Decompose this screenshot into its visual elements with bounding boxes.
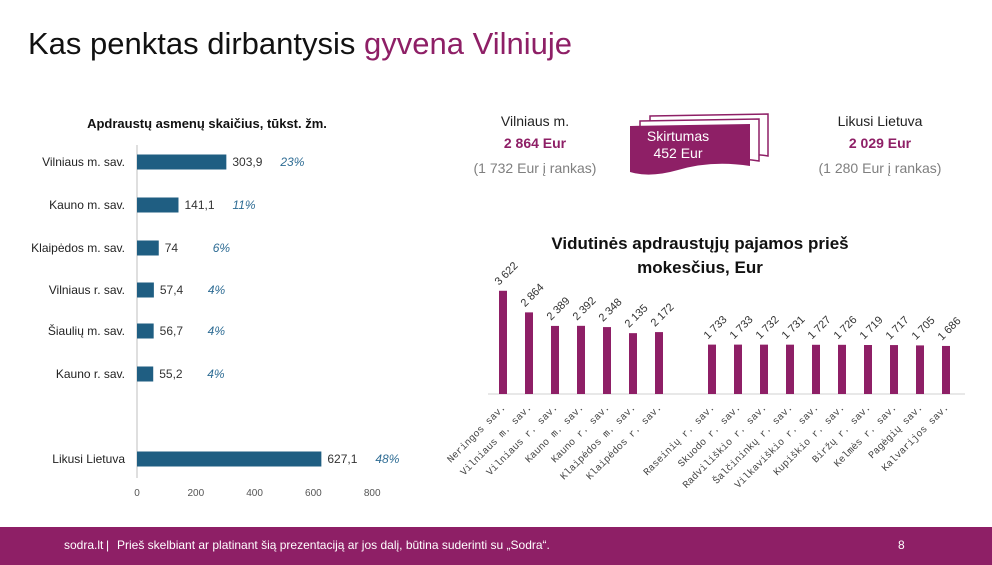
vilnius-summary: Vilniaus m. 2 864 Eur (1 732 Eur į ranka… — [445, 113, 625, 176]
left-chart-percent-label: 6% — [213, 241, 231, 255]
right-chart-bar — [942, 345, 950, 394]
right-chart-bar — [655, 332, 663, 394]
left-chart-category-label: Šiaulių m. sav. — [48, 323, 125, 338]
right-chart-bar — [577, 325, 585, 394]
left-chart-bar — [137, 366, 154, 382]
right-chart-bar — [916, 345, 924, 394]
rest-amount: 2 029 Eur — [848, 135, 912, 151]
right-chart-bar — [890, 345, 898, 394]
left-chart-category-label: Vilniaus m. sav. — [42, 155, 125, 169]
left-chart-tick-label: 800 — [364, 488, 381, 499]
right-chart-value-label: 1 717 — [884, 314, 912, 342]
right-chart-value-label: 2 864 — [519, 282, 547, 310]
right-chart-title-line2: mokesčius, Eur — [637, 258, 763, 277]
left-chart-category-label: Vilniaus r. sav. — [49, 283, 125, 297]
right-chart-bar — [864, 345, 872, 394]
right-chart-bar — [734, 344, 742, 394]
left-chart-bar — [137, 154, 227, 170]
footer-bar: sodra.lt | Prieš skelbiant ar platinant … — [0, 527, 992, 565]
left-chart-percent-label: 48% — [375, 452, 399, 466]
left-chart-title: Apdraustų asmenų skaičius, tūkst. žm. — [87, 116, 327, 131]
right-chart-value-label: 1 733 — [728, 314, 756, 342]
right-chart-value-label: 1 733 — [702, 314, 730, 342]
right-chart-value-label: 1 719 — [858, 314, 886, 342]
page-number: 8 — [898, 538, 905, 552]
left-chart-category-label: Kauno m. sav. — [49, 198, 125, 212]
left-chart-bar — [137, 451, 322, 467]
footer-brand[interactable]: sodra.lt — [64, 538, 104, 552]
right-chart-value-label: 2 348 — [597, 296, 625, 324]
difference-amount: 452 Eur — [653, 145, 702, 161]
right-chart-bar — [603, 327, 611, 394]
slide-title-accent: gyvena Vilniuje — [364, 26, 572, 61]
right-chart-bar — [812, 344, 820, 394]
rest-summary: Likusi Lietuva 2 029 Eur (1 280 Eur į ra… — [790, 113, 970, 176]
left-chart-value-label: 303,9 — [232, 155, 262, 169]
left-chart-bar — [137, 282, 154, 298]
rest-note: (1 280 Eur į rankas) — [818, 160, 942, 176]
right-chart-value-label: 2 135 — [623, 302, 651, 330]
left-chart-value-label: 57,4 — [160, 283, 184, 297]
right-chart-value-label: 2 172 — [649, 301, 677, 329]
right-chart-bar — [786, 344, 794, 394]
right-chart-bar — [499, 290, 507, 394]
average-income-chart: Vidutinės apdraustųjų pajamos prieš mokes… — [445, 234, 965, 491]
left-chart-value-label: 55,2 — [159, 367, 183, 381]
left-chart-percent-label: 23% — [279, 155, 304, 169]
right-chart-bar — [838, 344, 846, 394]
left-chart-value-label: 74 — [165, 241, 179, 255]
left-chart-tick-label: 200 — [187, 488, 204, 499]
right-chart-value-label: 1 732 — [754, 314, 782, 342]
right-chart-title-line1: Vidutinės apdraustųjų pajamos prieš — [551, 234, 848, 253]
vilnius-label: Vilniaus m. — [500, 113, 570, 129]
right-chart-value-label: 1 726 — [832, 314, 860, 342]
left-chart-percent-label: 11% — [232, 198, 255, 212]
footer-disclaimer: Prieš skelbiant ar platinant šią prezent… — [117, 538, 550, 552]
right-chart-value-label: 2 389 — [545, 295, 573, 323]
slide-title-main: Kas penktas dirbantysis — [28, 26, 356, 61]
vilnius-note: (1 732 Eur į rankas) — [473, 160, 597, 176]
difference-label: Skirtumas — [647, 128, 709, 144]
footer-separator: | — [106, 538, 110, 552]
right-chart-bar — [551, 325, 559, 394]
left-chart-tick-label: 0 — [134, 488, 140, 499]
right-chart-bar — [708, 344, 716, 394]
left-chart-tick-label: 600 — [305, 488, 322, 499]
left-chart-category-label: Likusi Lietuva — [52, 452, 125, 466]
vilnius-amount: 2 864 Eur — [503, 135, 567, 151]
left-chart-category-label: Klaipėdos m. sav. — [31, 241, 125, 255]
right-chart-bar — [629, 333, 637, 394]
left-chart-value-label: 627,1 — [327, 452, 357, 466]
left-chart-value-label: 141,1 — [184, 198, 214, 212]
right-chart-value-label: 1 705 — [910, 315, 938, 343]
left-chart-bar — [137, 197, 179, 213]
right-chart-bar — [525, 312, 533, 394]
right-chart-value-label: 2 392 — [571, 295, 599, 323]
slide-title: Kas penktas dirbantysis gyvena Vilniuje — [28, 26, 572, 62]
right-chart-value-label: 1 727 — [806, 314, 834, 342]
left-chart-tick-label: 400 — [246, 488, 263, 499]
left-chart-value-label: 56,7 — [160, 324, 184, 338]
right-chart-bar — [760, 344, 768, 394]
left-chart-bar — [137, 240, 159, 256]
right-chart-value-label: 1 731 — [780, 314, 808, 342]
right-chart-value-label: 1 686 — [936, 315, 964, 343]
left-chart-percent-label: 4% — [207, 367, 225, 381]
left-chart-category-label: Kauno r. sav. — [56, 367, 125, 381]
insured-persons-chart: Apdraustų asmenų skaičius, tūkst. žm. Vil… — [31, 116, 400, 499]
difference-badge: Skirtumas 452 Eur — [630, 113, 769, 175]
right-chart-value-label: 3 622 — [493, 260, 521, 288]
rest-label: Likusi Lietuva — [837, 113, 923, 129]
left-chart-percent-label: 4% — [208, 324, 226, 338]
left-chart-percent-label: 4% — [208, 283, 226, 297]
left-chart-bar — [137, 323, 154, 339]
